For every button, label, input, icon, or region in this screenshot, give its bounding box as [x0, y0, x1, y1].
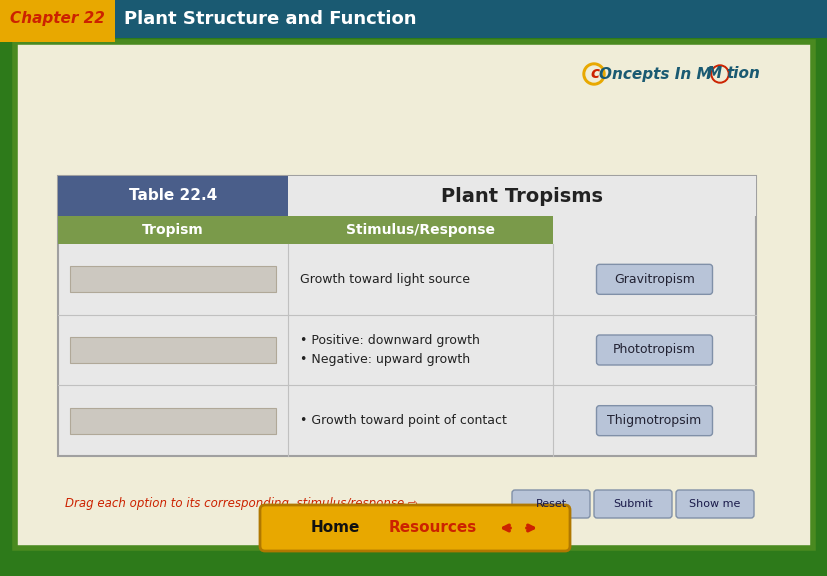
FancyBboxPatch shape	[595, 406, 712, 435]
Text: Resources: Resources	[389, 521, 476, 536]
FancyBboxPatch shape	[15, 42, 812, 548]
Text: Gravitropism: Gravitropism	[614, 273, 694, 286]
FancyBboxPatch shape	[58, 216, 288, 244]
Text: M: M	[706, 66, 721, 81]
FancyBboxPatch shape	[0, 0, 115, 42]
FancyBboxPatch shape	[70, 266, 275, 293]
Text: Stimulus/Response: Stimulus/Response	[346, 223, 495, 237]
Text: Drag each option to its corresponding  stimulus/response ⇨: Drag each option to its corresponding st…	[65, 498, 418, 510]
Text: • Growth toward point of contact: • Growth toward point of contact	[299, 414, 506, 427]
FancyBboxPatch shape	[595, 335, 712, 365]
FancyBboxPatch shape	[288, 216, 552, 244]
FancyBboxPatch shape	[70, 408, 275, 434]
Text: Show me: Show me	[689, 499, 740, 509]
Text: Tropism: Tropism	[142, 223, 203, 237]
Circle shape	[710, 65, 728, 83]
FancyBboxPatch shape	[58, 176, 755, 456]
Text: Chapter 22: Chapter 22	[10, 12, 105, 26]
FancyBboxPatch shape	[675, 490, 753, 518]
Circle shape	[582, 63, 605, 85]
FancyBboxPatch shape	[260, 505, 569, 551]
Text: Table 22.4: Table 22.4	[129, 188, 217, 203]
Circle shape	[712, 67, 726, 81]
Text: tion: tion	[725, 66, 759, 81]
Text: Home: Home	[310, 521, 359, 536]
Text: Submit: Submit	[613, 499, 652, 509]
FancyBboxPatch shape	[0, 0, 827, 38]
FancyBboxPatch shape	[595, 264, 712, 294]
FancyBboxPatch shape	[288, 176, 755, 216]
Text: Reset: Reset	[535, 499, 566, 509]
Text: Phototropism: Phototropism	[612, 343, 696, 357]
FancyBboxPatch shape	[511, 490, 590, 518]
Text: • Positive: downward growth
• Negative: upward growth: • Positive: downward growth • Negative: …	[299, 334, 480, 366]
FancyBboxPatch shape	[58, 176, 288, 216]
FancyBboxPatch shape	[593, 490, 672, 518]
Text: Oncepts In M: Oncepts In M	[598, 66, 710, 81]
Text: Growth toward light source: Growth toward light source	[299, 273, 470, 286]
FancyBboxPatch shape	[70, 337, 275, 363]
Circle shape	[586, 66, 601, 82]
Text: Thigmotropsim: Thigmotropsim	[607, 414, 700, 427]
Text: Plant Structure and Function: Plant Structure and Function	[124, 10, 416, 28]
Text: c: c	[590, 66, 598, 81]
Text: Plant Tropisms: Plant Tropisms	[441, 187, 602, 206]
